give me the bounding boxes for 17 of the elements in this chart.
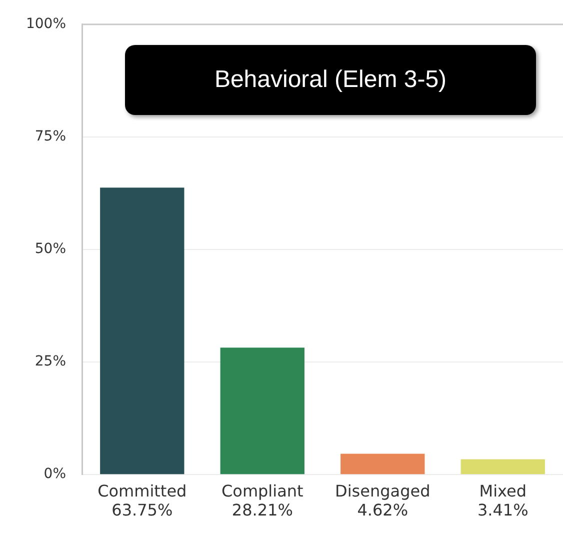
y-tick-label: 50% <box>34 241 66 258</box>
data-label: 3.41% <box>477 500 528 520</box>
x-tick-label: Committed <box>98 481 187 500</box>
y-tick-label: 0% <box>44 466 66 482</box>
data-label: 28.21% <box>232 500 293 520</box>
bar <box>100 188 184 474</box>
bar <box>460 459 545 474</box>
x-tick-label: Disengaged <box>335 481 430 500</box>
bar <box>220 348 304 474</box>
x-tick-label: Compliant <box>221 481 304 500</box>
y-tick-label: 25% <box>34 354 66 370</box>
data-label: 4.62% <box>357 500 408 520</box>
bar <box>340 454 425 474</box>
x-tick-label: Mixed <box>479 481 526 500</box>
y-tick-label: 75% <box>34 128 66 145</box>
data-label: 63.75% <box>112 500 173 520</box>
y-tick-label: 100% <box>26 16 66 32</box>
